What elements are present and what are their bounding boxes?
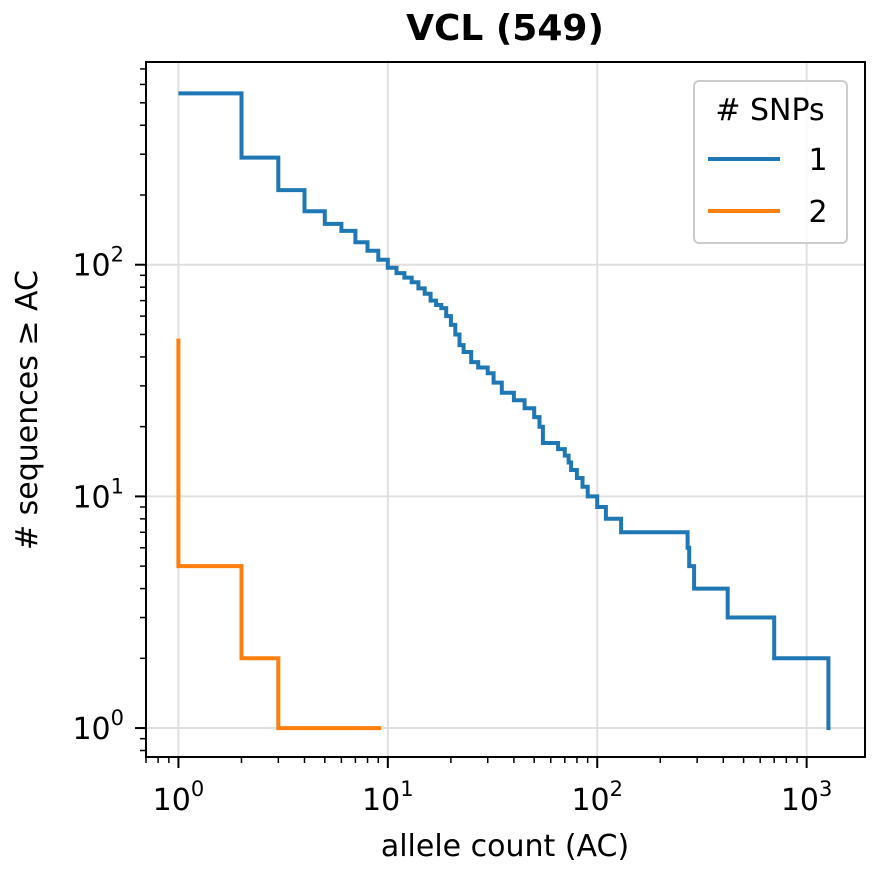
- plot-area: 100 101 102 103 100 101 102: [72, 61, 866, 818]
- tick-layer: 100 101 102 103 100 101 102: [72, 68, 833, 818]
- y-tick-label: 102: [72, 243, 124, 284]
- y-tick-label: 100: [72, 706, 124, 747]
- series-line-2: [176, 338, 382, 731]
- x-axis-label: allele count (AC): [381, 829, 629, 864]
- plot-frame: [145, 61, 866, 758]
- y-tick-label: 101: [72, 474, 124, 515]
- legend-title: # SNPs: [715, 93, 824, 128]
- legend-box: [693, 80, 848, 244]
- y-axis-label: # sequences ≥ AC: [10, 270, 45, 550]
- x-tick-label: 103: [781, 777, 833, 818]
- legend-label-series-2: 2: [808, 195, 827, 230]
- legend: # SNPs 1 2: [693, 80, 848, 244]
- x-tick-label: 101: [362, 777, 414, 818]
- series-layer: [176, 91, 831, 731]
- x-tick-label: 100: [153, 777, 205, 818]
- x-tick-label: 102: [571, 777, 623, 818]
- legend-label-series-1: 1: [808, 143, 827, 178]
- chart-title: VCL (549): [406, 8, 604, 49]
- series-line-1: [178, 91, 831, 731]
